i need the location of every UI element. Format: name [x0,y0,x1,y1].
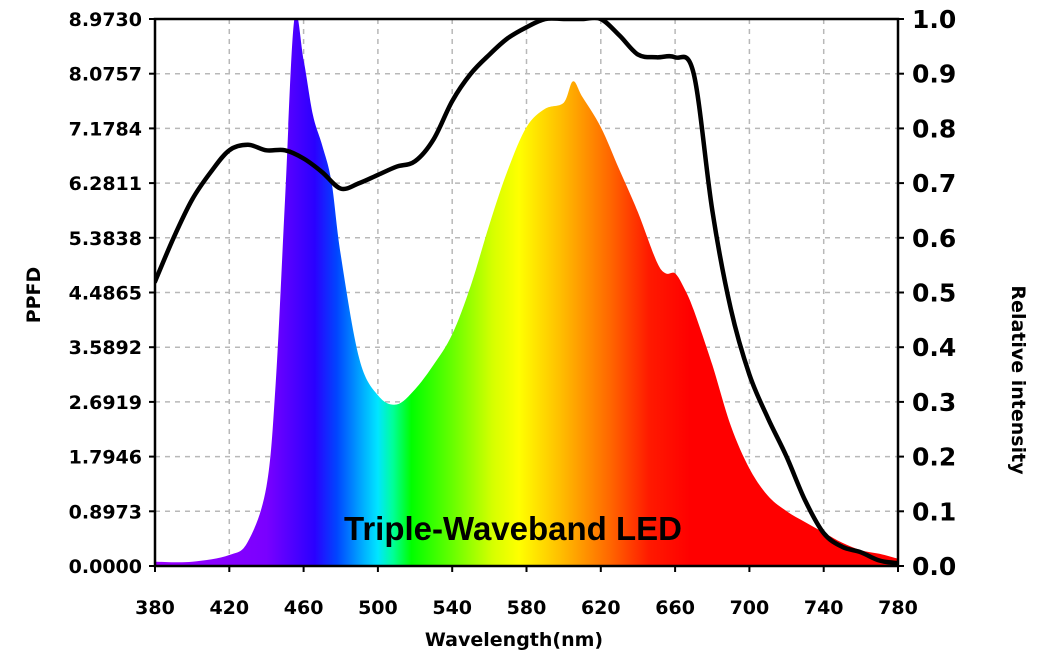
right-y-axis-label: Relative intensity [1007,285,1029,475]
left-y-tick-label: 5.3838 [69,228,142,250]
x-tick-label: 580 [507,597,547,619]
left-y-tick-label: 8.9730 [69,9,142,31]
ppfd-spectrum-area [155,19,898,566]
x-tick-label: 420 [209,597,249,619]
x-tick-label: 660 [655,597,695,619]
left-y-tick-label: 6.2811 [69,173,142,195]
left-y-axis-label: PPFD [23,267,45,324]
left-y-tick-label: 3.5892 [69,337,142,359]
right-y-tick-label: 0.8 [912,114,956,143]
right-y-tick-label: 1.0 [912,5,956,34]
x-axis-label: Wavelength(nm) [425,629,603,651]
x-tick-label: 500 [358,597,398,619]
left-y-tick-label: 2.6919 [69,392,142,414]
right-y-axis-ticks: 0.0 0.1 0.2 0.3 0.4 0.5 0.6 0.7 0.8 0.9 1.0 [898,5,956,581]
right-y-tick-label: 0.6 [912,224,956,253]
right-y-tick-label: 0.0 [912,552,956,581]
x-tick-label: 700 [730,597,770,619]
chart-annotation: Triple-Waveband LED [344,510,682,547]
x-tick-label: 540 [432,597,472,619]
right-y-tick-label: 0.5 [912,279,956,308]
x-tick-label: 780 [878,597,918,619]
right-y-tick-label: 0.3 [912,388,956,417]
right-y-tick-label: 0.7 [912,169,956,198]
left-y-tick-label: 8.0757 [69,64,142,86]
relative-intensity-line [155,19,898,566]
right-y-tick-label: 0.1 [912,497,956,526]
x-tick-label: 460 [284,597,324,619]
x-tick-label: 380 [135,597,175,619]
left-y-tick-label: 0.8973 [69,501,142,523]
left-y-tick-label: 7.1784 [69,118,142,140]
left-y-tick-label: 0.0000 [69,556,142,578]
left-y-axis-ticks: 0.0000 0.8973 1.7946 2.6919 3.5892 4.4865 5.38… [69,9,155,578]
right-y-tick-label: 0.4 [912,333,956,362]
right-y-tick-label: 0.9 [912,60,956,89]
left-y-tick-label: 1.7946 [69,447,142,469]
left-y-tick-label: 4.4865 [69,283,142,305]
x-tick-label: 620 [581,597,621,619]
x-axis-ticks: 380 420 460 500 540 580 620 660 700 740 780 [135,566,918,619]
x-tick-label: 740 [804,597,844,619]
right-y-tick-label: 0.2 [912,443,956,472]
